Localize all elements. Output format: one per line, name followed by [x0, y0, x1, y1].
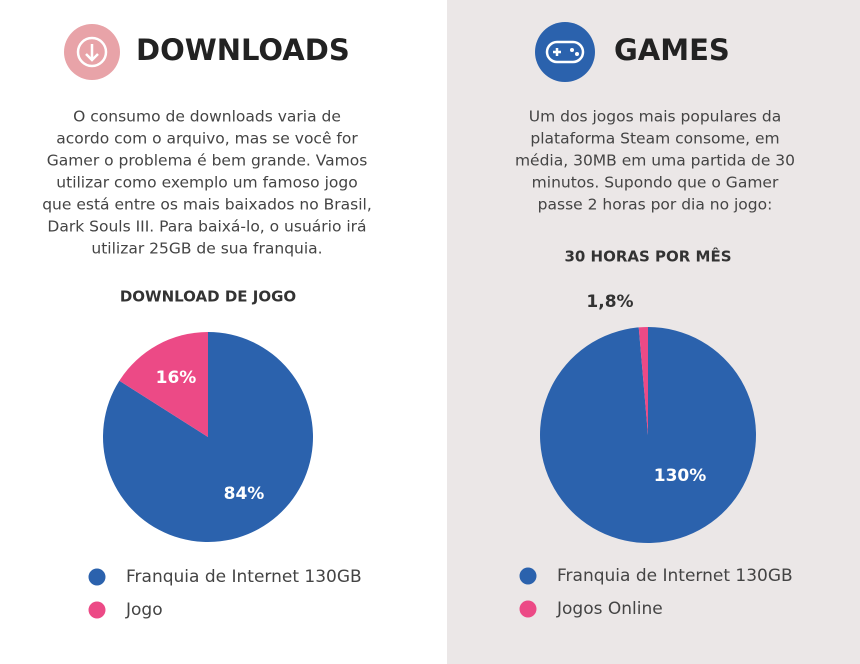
paragraph-line: utilizar 25GB de sua franquia.: [91, 240, 322, 258]
legend-dot: [88, 601, 106, 619]
paragraph-line: minutos. Supondo que o Gamer: [532, 174, 779, 192]
paragraph-line: utilizar como exemplo um famoso jogo: [56, 174, 357, 192]
value-label: 84%: [224, 484, 265, 504]
paragraph-line: que está entre os mais baixados no Brasi…: [42, 196, 372, 214]
pie-slice: [539, 327, 756, 543]
download-icon: [64, 24, 120, 80]
paragraph-line: Um dos jogos mais populares da: [529, 108, 781, 126]
value-label: 130%: [654, 466, 707, 486]
section-heading: GAMES: [614, 33, 730, 67]
paragraph-line: plataforma Steam consome, em: [530, 130, 779, 148]
legend-label: Franquia de Internet 130GB: [557, 566, 793, 586]
paragraph-line: acordo com o arquivo, mas se você for: [56, 130, 358, 148]
value-label: 16%: [156, 368, 197, 388]
legend-dot: [519, 600, 537, 618]
pie-slice: [119, 332, 208, 437]
paragraph-line: O consumo de downloads varia de: [73, 108, 341, 126]
paragraph-line: Gamer o problema é bem grande. Vamos: [47, 152, 368, 170]
paragraph-line: passe 2 horas por dia no jogo:: [538, 196, 773, 214]
paragraph-line: Dark Souls III. Para baixá-lo, o usuário…: [47, 218, 366, 236]
legend-label: Jogo: [125, 600, 163, 620]
paragraph-line: média, 30MB em uma partida de 30: [515, 152, 795, 170]
legend-dot: [88, 568, 106, 586]
value-label: 1,8%: [586, 292, 633, 312]
gamepad-icon: [535, 22, 595, 82]
pie-slice: [638, 327, 648, 435]
section-heading: DOWNLOADS: [136, 33, 350, 67]
legend-label: Franquia de Internet 130GB: [126, 567, 362, 587]
left-panel: [0, 0, 447, 664]
legend-dot: [519, 567, 537, 585]
chart-title: 30 HORAS POR MÊS: [564, 247, 731, 266]
chart-title: DOWNLOAD DE JOGO: [120, 288, 296, 306]
legend-label: Jogos Online: [556, 599, 663, 619]
